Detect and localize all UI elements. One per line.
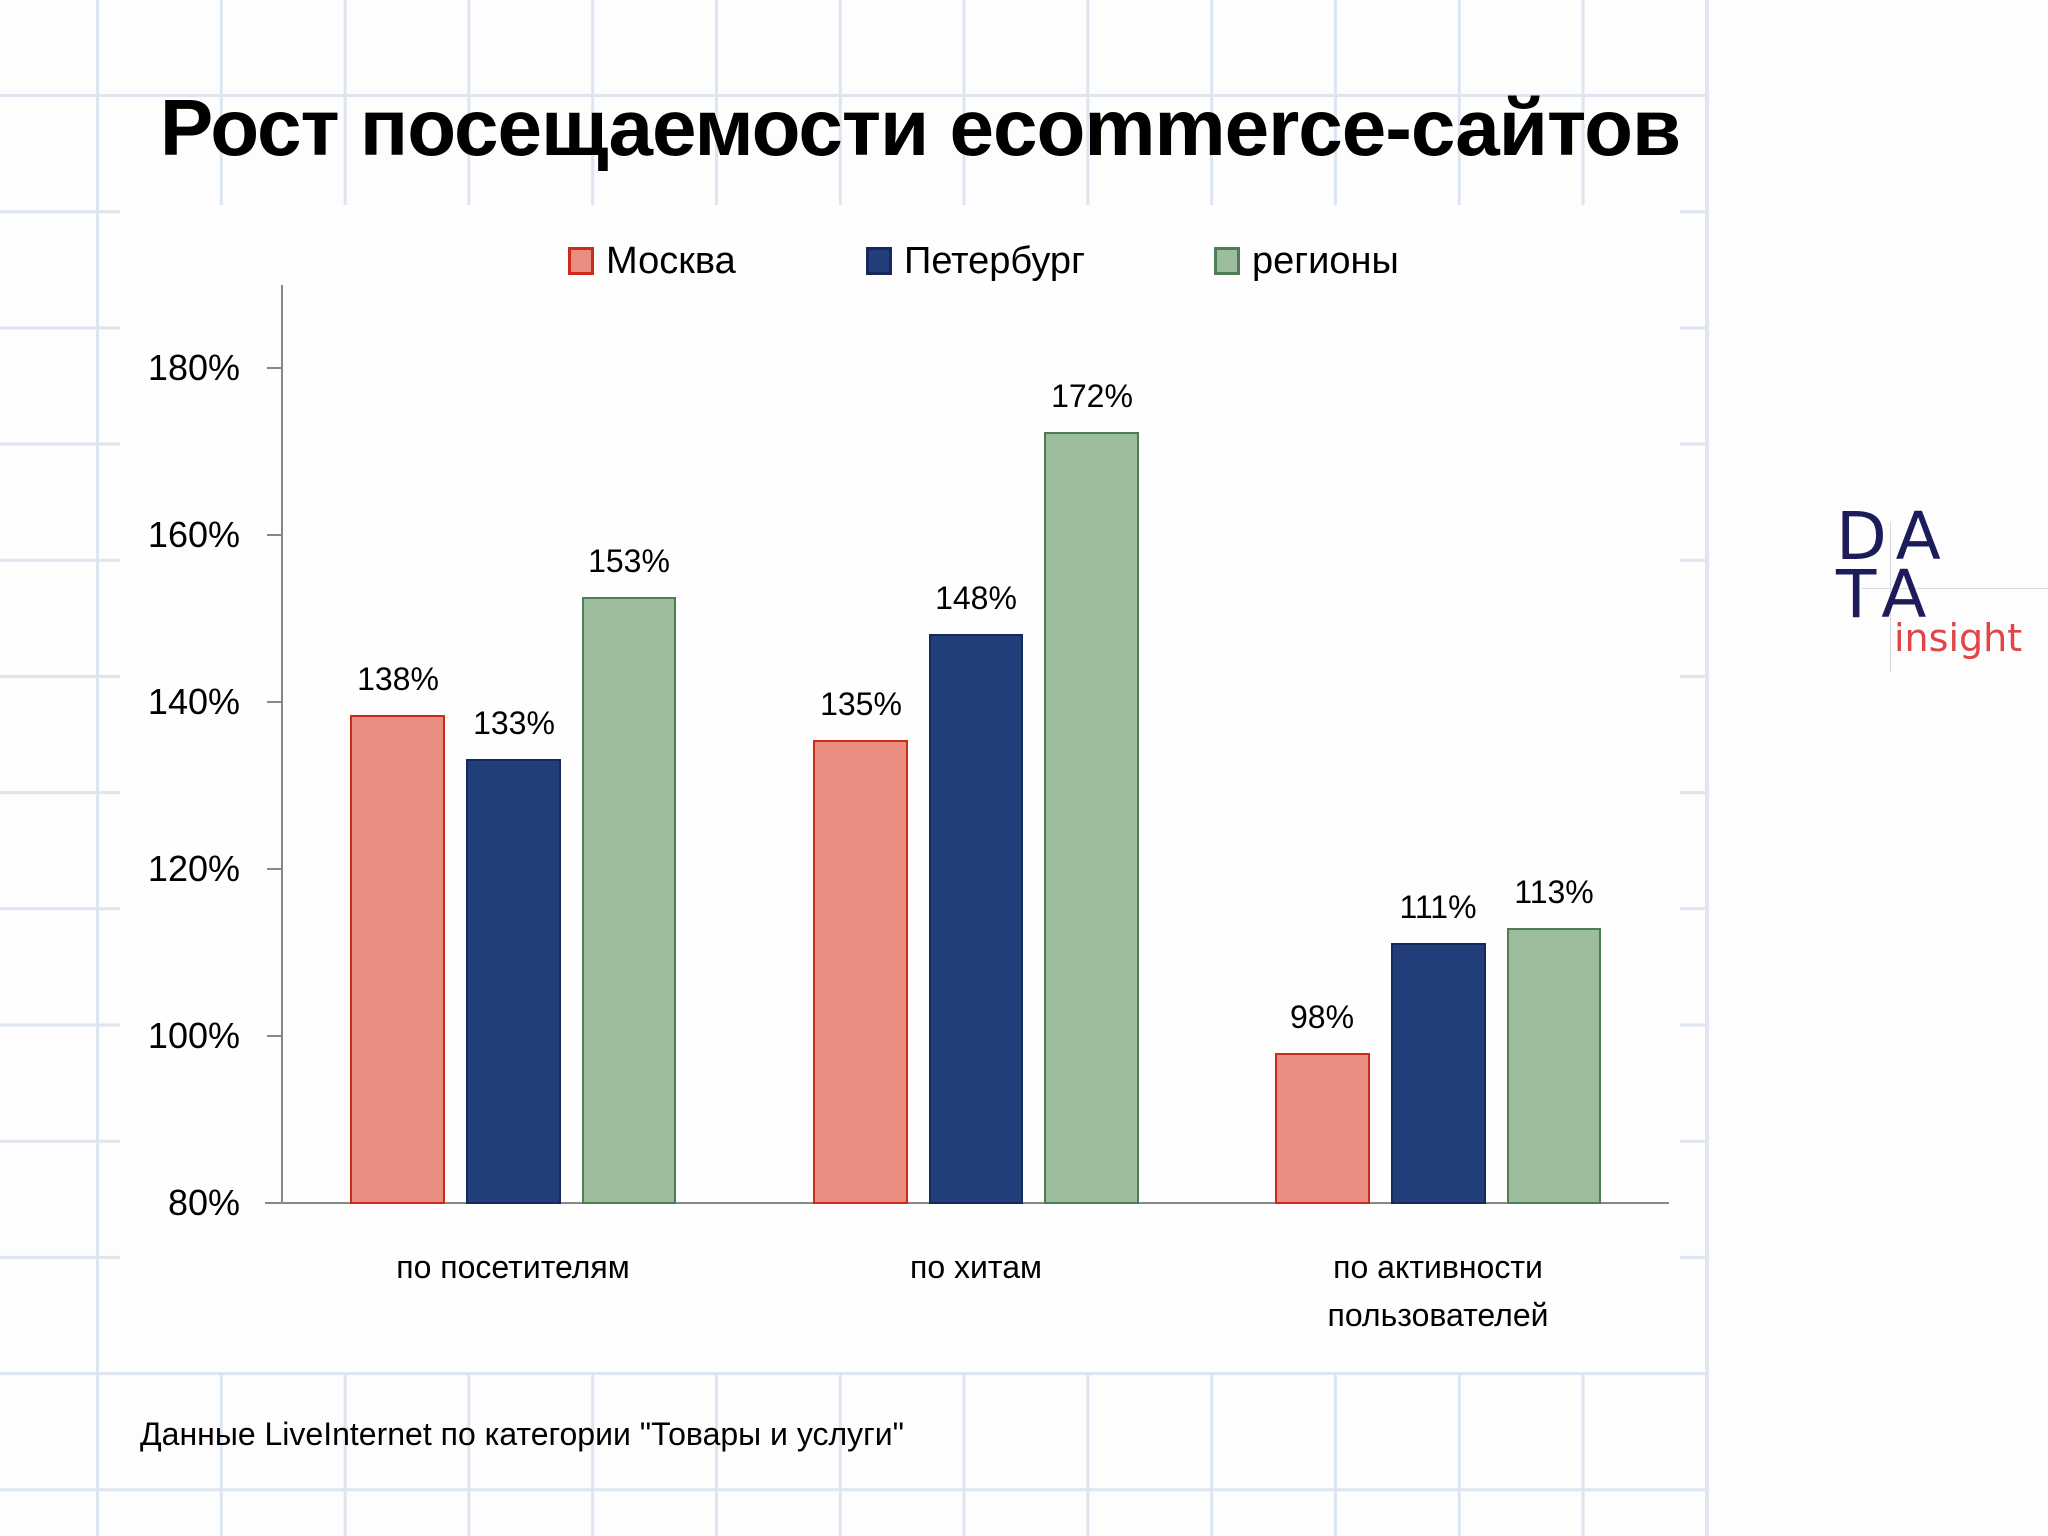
- category-label-line: по посетителям: [396, 1249, 630, 1285]
- y-tick-label: 80%: [167, 1182, 240, 1223]
- legend-swatch-petersburg: [866, 247, 892, 275]
- bar-value-label: 138%: [357, 661, 439, 697]
- y-tick-label: 140%: [147, 681, 240, 722]
- logo-text-line1: DA: [1836, 498, 1951, 575]
- logo-divider-horizontal: [1862, 588, 2048, 589]
- legend-swatch-moscow: [568, 247, 594, 275]
- legend-label: Петербург: [904, 240, 1085, 282]
- chart-legend: Москва Петербург регионы: [0, 236, 2048, 286]
- legend-item-regions: регионы: [1214, 236, 1399, 286]
- bar-regions-visitors: [582, 597, 676, 1204]
- bar-value-label: 148%: [935, 580, 1017, 616]
- category-label-hits: по хитам: [776, 1243, 1176, 1291]
- bar-regions-hits: [1044, 432, 1139, 1204]
- bar-value-label: 111%: [1399, 889, 1477, 925]
- y-tick: [267, 701, 282, 703]
- legend-item-petersburg: Петербург: [866, 236, 1085, 286]
- category-label-activity: по активности пользователей: [1238, 1243, 1638, 1339]
- y-tick: [267, 1035, 282, 1037]
- legend-item-moscow: Москва: [568, 236, 736, 286]
- bar-regions-activity: [1507, 928, 1601, 1204]
- bar-petersburg-visitors: [466, 759, 561, 1204]
- y-tick: [267, 1202, 282, 1204]
- y-tick: [267, 534, 282, 536]
- bar-value-label: 98%: [1289, 999, 1355, 1035]
- source-note: Данные LiveInternet по категории "Товары…: [140, 1416, 905, 1452]
- bar-value-label: 172%: [1051, 378, 1133, 414]
- y-tick-label: 180%: [147, 347, 240, 388]
- bar-petersburg-hits: [929, 634, 1023, 1204]
- legend-swatch-regions: [1214, 247, 1240, 275]
- data-insight-logo: DA TA insight: [1822, 498, 2048, 672]
- y-tick-label: 120%: [147, 848, 240, 889]
- bar-moscow-activity: [1275, 1053, 1370, 1204]
- category-label-visitors: по посетителям: [313, 1243, 713, 1291]
- logo-tagline: insight: [1894, 616, 2023, 660]
- category-label-line: по активности: [1333, 1249, 1543, 1285]
- logo-divider-vertical: [1890, 522, 1891, 672]
- bar-petersburg-activity: [1391, 943, 1486, 1204]
- bar-moscow-visitors: [350, 715, 445, 1204]
- legend-label: Москва: [606, 240, 736, 282]
- category-label-line: пользователей: [1327, 1297, 1549, 1333]
- logo-text-line2: TA: [1836, 556, 1937, 633]
- bar-value-label: 153%: [588, 543, 670, 579]
- bar-value-label: 135%: [820, 686, 902, 722]
- y-tick: [267, 367, 282, 369]
- slide-title: Рост посещаемости ecommerce-сайтов: [159, 83, 1681, 172]
- y-tick-label: 100%: [147, 1015, 240, 1056]
- y-axis-line: [281, 285, 283, 1204]
- bar-moscow-hits: [813, 740, 908, 1204]
- y-tick: [267, 868, 282, 870]
- y-tick-label: 160%: [147, 514, 240, 555]
- bar-value-label: 113%: [1514, 874, 1594, 910]
- category-label-line: по хитам: [910, 1249, 1042, 1285]
- bar-value-label: 133%: [473, 705, 555, 741]
- legend-label: регионы: [1252, 240, 1399, 282]
